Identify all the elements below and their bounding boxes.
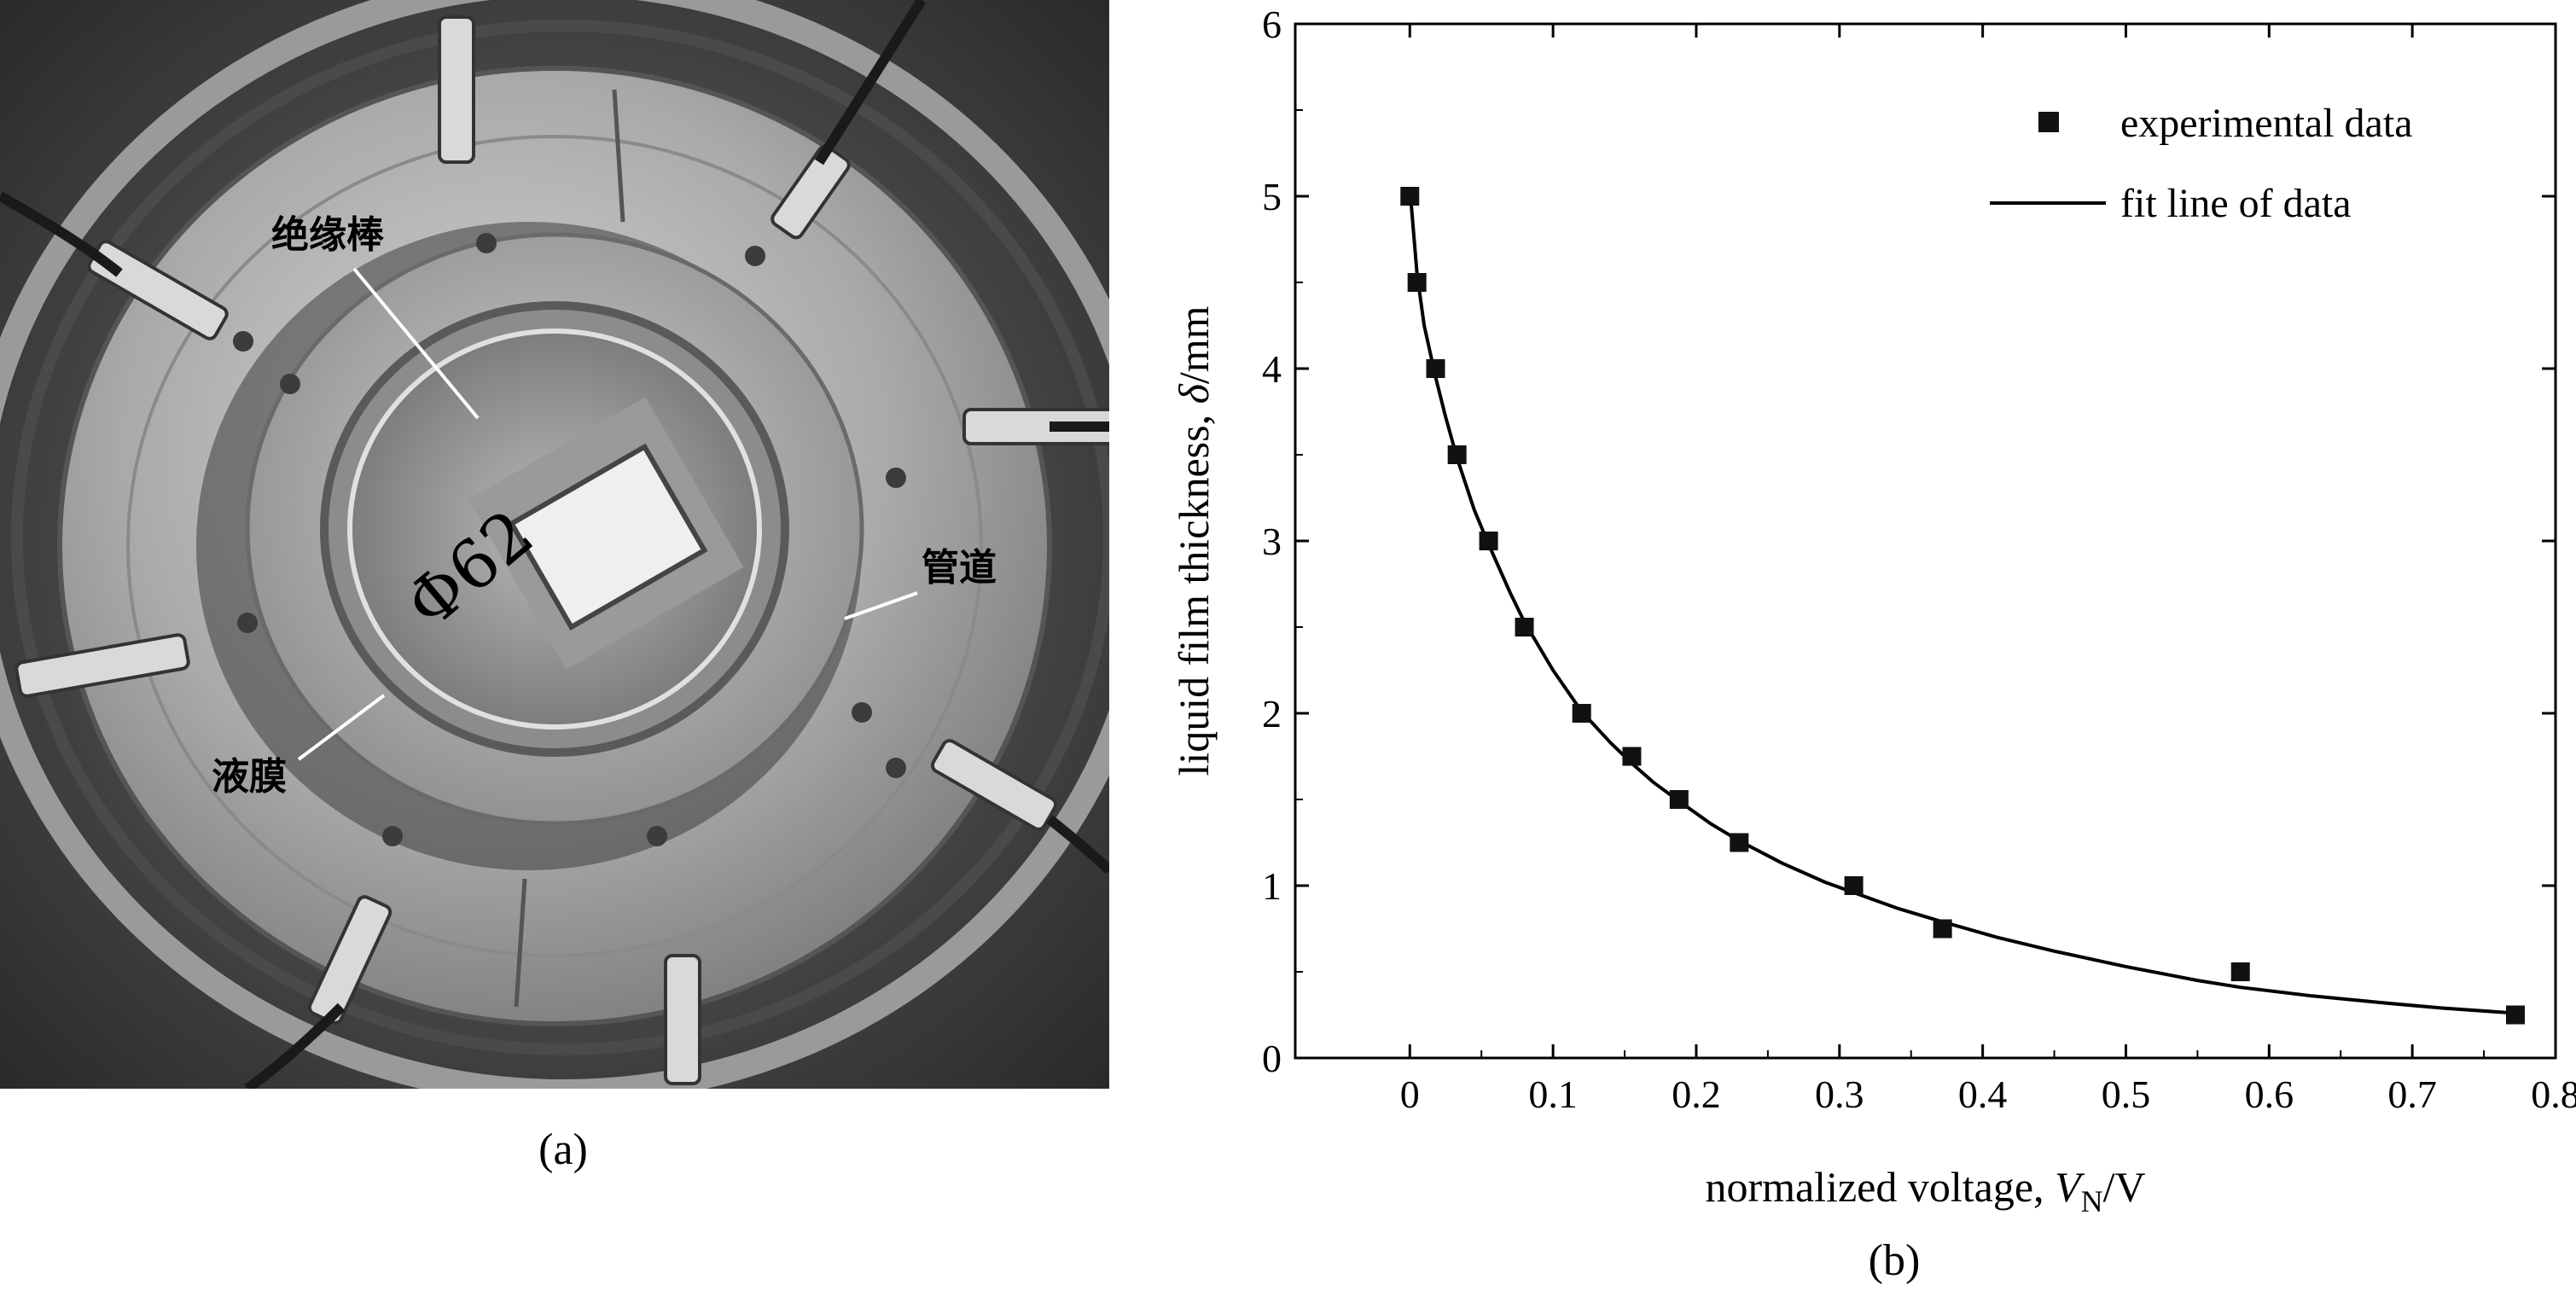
chart-panel: 0 0.1 0.2 0.3 0.4 0.5 0.6 0.7 0.8 0 1 2 3 4 5 6 experim… — [1160, 0, 2576, 1302]
x-tick-label: 0.3 — [1815, 1072, 1864, 1116]
data-point — [1515, 618, 1534, 636]
data-point — [1479, 532, 1498, 550]
y-axis-label: liquid film thickness, δ/mm — [1170, 305, 1218, 776]
data-point — [2506, 1005, 2526, 1025]
legend-label-experimental: experimental data — [2120, 101, 2413, 146]
data-point — [1844, 876, 1864, 895]
data-point — [1407, 273, 1427, 292]
y-tick-label: 0 — [1262, 1037, 1282, 1080]
x-axis-label: normalized voltage, VN/V — [1705, 1163, 2145, 1218]
x-tick-label: 0.1 — [1528, 1072, 1578, 1116]
y-tick-label: 3 — [1262, 520, 1282, 563]
liquid-film-label: 液膜 — [212, 755, 287, 799]
photo-illustration: 绝缘棒 管道 液膜 Φ62 — [0, 0, 1109, 1089]
caption-a: (a) — [538, 1125, 588, 1174]
y-tick-label: 5 — [1262, 175, 1282, 218]
experimental-data-series — [1400, 187, 2526, 1025]
data-point — [1426, 359, 1445, 378]
axis-labels: normalized voltage, VN/V liquid film thic… — [1170, 305, 2146, 1218]
photo-panel: 绝缘棒 管道 液膜 Φ62 — [0, 0, 1109, 1089]
data-point — [1622, 747, 1642, 766]
data-point — [1447, 445, 1467, 464]
y-tick-label: 4 — [1262, 347, 1282, 391]
legend: experimental data fit line of data — [1990, 101, 2413, 226]
x-tick-label: 0.2 — [1672, 1072, 1721, 1116]
y-tick-label: 1 — [1262, 864, 1282, 908]
y-tick-label: 2 — [1262, 692, 1282, 735]
x-tick-label: 0.4 — [1958, 1072, 2008, 1116]
insulating-rod-label: 绝缘棒 — [271, 213, 385, 257]
data-point — [1730, 833, 1749, 852]
data-point — [2230, 962, 2250, 981]
axes: 0 0.1 0.2 0.3 0.4 0.5 0.6 0.7 0.8 0 1 2 3 4 5 6 — [1262, 3, 2576, 1116]
x-tick-label: 0.7 — [2387, 1072, 2437, 1116]
data-point — [1669, 790, 1689, 809]
data-point — [1933, 919, 1952, 939]
chart-svg: 0 0.1 0.2 0.3 0.4 0.5 0.6 0.7 0.8 0 1 2 3 4 5 6 experim… — [1170, 3, 2576, 1218]
data-point — [1572, 704, 1591, 723]
pipe-label: 管道 — [922, 546, 997, 590]
fit-line-series — [1408, 187, 2516, 1015]
data-point — [1400, 187, 1420, 206]
x-tick-label: 0.5 — [2102, 1072, 2151, 1116]
caption-b: (b) — [1868, 1236, 1921, 1285]
legend-marker-experimental — [2038, 112, 2059, 132]
legend-label-fit: fit line of data — [2120, 181, 2352, 226]
x-tick-label: 0 — [1400, 1072, 1420, 1116]
y-tick-label: 6 — [1262, 3, 1282, 46]
x-tick-label: 0.6 — [2245, 1072, 2294, 1116]
fit-line — [1408, 187, 2516, 1015]
x-tick-label: 0.8 — [2531, 1072, 2576, 1116]
